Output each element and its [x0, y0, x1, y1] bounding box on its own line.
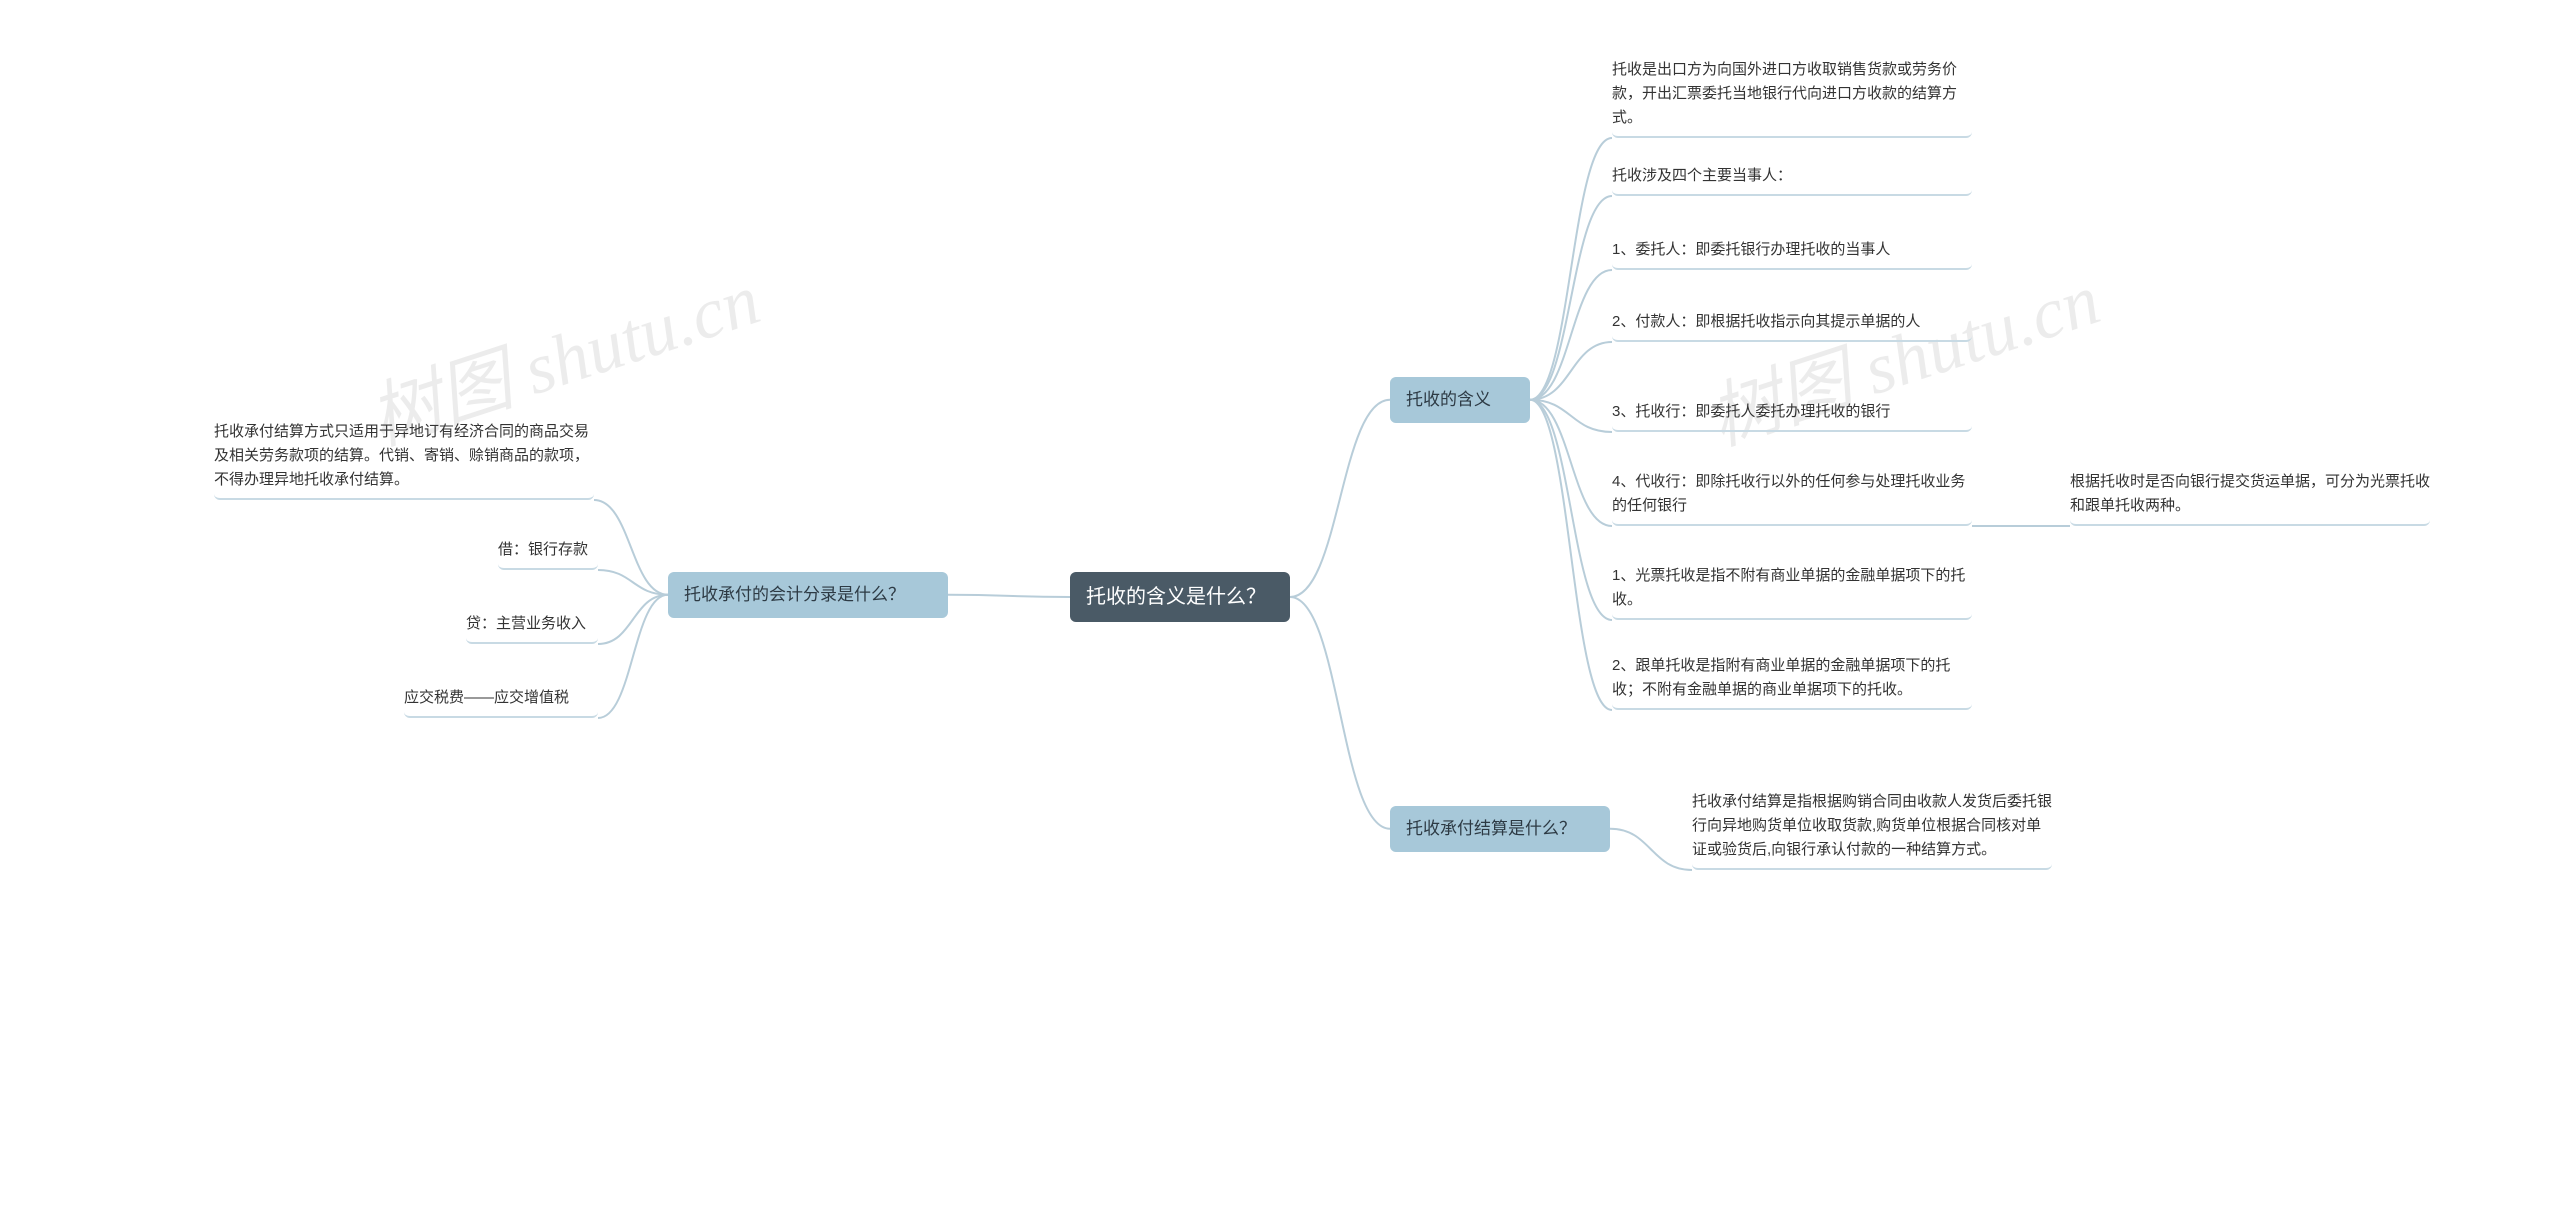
leaf-entries-2: 贷：主营业务收入 — [466, 608, 598, 644]
leaf-meaning-0: 托收是出口方为向国外进口方收取销售货款或劳务价款，开出汇票委托当地银行代向进口方… — [1612, 54, 1972, 138]
leaf-entries-0: 托收承付结算方式只适用于异地订有经济合同的商品交易及相关劳务款项的结算。代销、寄… — [214, 416, 594, 500]
leaf-meaning-5-sub: 根据托收时是否向银行提交货运单据，可分为光票托收和跟单托收两种。 — [2070, 466, 2430, 526]
leaf-entries-3: 应交税费——应交增值税 — [404, 682, 598, 718]
leaf-settlement-0: 托收承付结算是指根据购销合同由收款人发货后委托银行向异地购货单位收取货款,购货单… — [1692, 786, 2052, 870]
leaf-meaning-4: 3、托收行：即委托人委托办理托收的银行 — [1612, 396, 1972, 432]
leaf-entries-1: 借：银行存款 — [498, 534, 598, 570]
branch-meaning: 托收的含义 — [1390, 377, 1530, 423]
leaf-meaning-7: 2、跟单托收是指附有商业单据的金融单据项下的托收；不附有金融单据的商业单据项下的… — [1612, 650, 1972, 710]
leaf-meaning-1: 托收涉及四个主要当事人： — [1612, 160, 1972, 196]
leaf-meaning-2: 1、委托人：即委托银行办理托收的当事人 — [1612, 234, 1972, 270]
branch-entries: 托收承付的会计分录是什么？ — [668, 572, 948, 618]
root-node: 托收的含义是什么？ — [1070, 572, 1290, 622]
leaf-meaning-5: 4、代收行：即除托收行以外的任何参与处理托收业务的任何银行 — [1612, 466, 1972, 526]
leaf-meaning-3: 2、付款人：即根据托收指示向其提示单据的人 — [1612, 306, 1972, 342]
leaf-meaning-6: 1、光票托收是指不附有商业单据的金融单据项下的托收。 — [1612, 560, 1972, 620]
branch-settlement: 托收承付结算是什么？ — [1390, 806, 1610, 852]
